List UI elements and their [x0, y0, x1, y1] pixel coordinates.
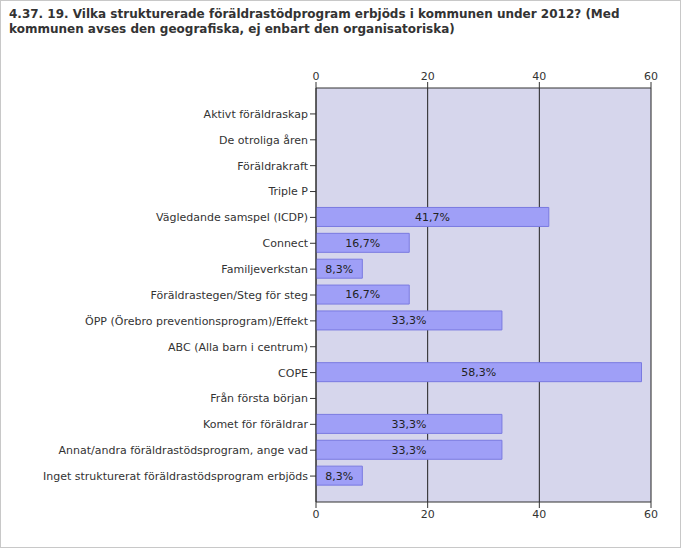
svg-text:33,3%: 33,3% — [391, 444, 426, 457]
svg-text:16,7%: 16,7% — [345, 237, 380, 250]
svg-text:33,3%: 33,3% — [391, 314, 426, 327]
svg-text:33,3%: 33,3% — [391, 418, 426, 431]
svg-text:16,7%: 16,7% — [345, 288, 380, 301]
svg-text:ÖPP (Örebro preventionsprogram: ÖPP (Örebro preventionsprogram)/Effekt — [85, 315, 309, 328]
svg-text:COPE: COPE — [278, 367, 308, 380]
svg-text:Komet för föräldrar: Komet för föräldrar — [203, 418, 308, 431]
svg-text:20: 20 — [421, 508, 435, 521]
svg-text:Aktivt föräldraskap: Aktivt föräldraskap — [204, 108, 308, 121]
svg-text:40: 40 — [532, 508, 546, 521]
svg-text:8,3%: 8,3% — [325, 263, 353, 276]
svg-text:Annat/andra föräldrastödsprogr: Annat/andra föräldrastödsprogram, ange v… — [59, 444, 308, 457]
svg-text:58,3%: 58,3% — [461, 366, 496, 379]
svg-text:Familjeverkstan: Familjeverkstan — [221, 263, 308, 276]
svg-text:Föräldrakraft: Föräldrakraft — [237, 160, 309, 173]
svg-text:Inget strukturerat föräldrastö: Inget strukturerat föräldrastödsprogram … — [43, 470, 308, 483]
svg-text:Vägledande samspel (ICDP): Vägledande samspel (ICDP) — [156, 211, 308, 224]
svg-text:20: 20 — [421, 70, 435, 83]
svg-text:Triple P: Triple P — [267, 185, 308, 198]
svg-text:60: 60 — [644, 508, 658, 521]
svg-text:0: 0 — [313, 508, 320, 521]
svg-text:0: 0 — [313, 70, 320, 83]
svg-text:De otroliga åren: De otroliga åren — [219, 134, 308, 147]
svg-text:41,7%: 41,7% — [415, 211, 450, 224]
svg-text:Från första början: Från första början — [210, 392, 308, 405]
svg-text:60: 60 — [644, 70, 658, 83]
svg-text:ABC (Alla barn i centrum): ABC (Alla barn i centrum) — [168, 341, 308, 354]
svg-text:40: 40 — [532, 70, 546, 83]
svg-text:Föräldrastegen/Steg för steg: Föräldrastegen/Steg för steg — [151, 289, 308, 302]
svg-text:8,3%: 8,3% — [325, 470, 353, 483]
html-text:4.37. 19. Vilka strukturerade: 4.37. 19. Vilka strukturerade föräldrast… — [9, 7, 620, 36]
svg-text:Connect: Connect — [263, 237, 309, 250]
